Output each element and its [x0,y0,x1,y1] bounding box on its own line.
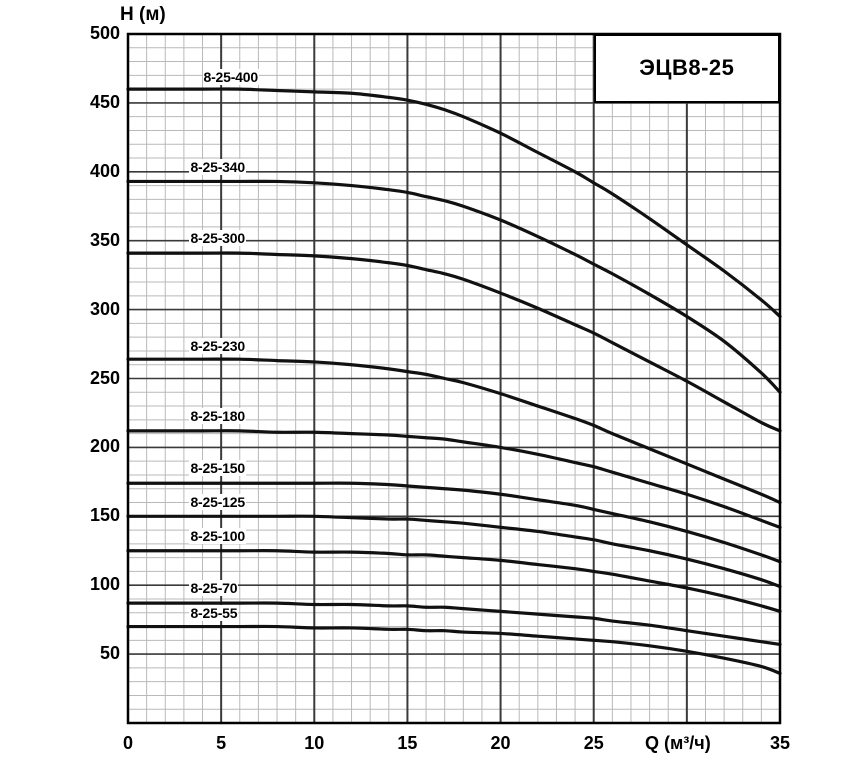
curve-8-25-400 [126,87,782,319]
curve-label-8-25-125: 8-25-125 [189,493,246,510]
curve-label-8-25-230: 8-25-230 [189,337,246,354]
title-box: ЭЦВ8-25 [593,34,780,103]
curve-8-25-125 [126,514,782,589]
title-box-label: ЭЦВ8-25 [639,55,735,81]
curve-8-25-150 [126,481,782,564]
y-tick-250: 250 [89,367,120,388]
y-tick-200: 200 [89,436,120,457]
curve-label-8-25-100: 8-25-100 [189,527,246,544]
y-tick-100: 100 [89,574,120,595]
x-tick-0: 0 [122,733,133,753]
curve-series-group [126,87,782,675]
y-axis-title: H (м) [120,4,166,25]
x-tick-5: 5 [216,733,227,753]
plot-frame [126,32,782,725]
curve-label-8-25-340: 8-25-340 [189,158,246,175]
curve-label-8-25-180: 8-25-180 [189,408,246,425]
y-tick-400: 400 [89,160,120,181]
curve-8-25-70 [126,601,782,647]
y-tick-50: 50 [99,643,120,664]
curve-label-8-25-300: 8-25-300 [189,230,246,247]
curve-label-8-25-150: 8-25-150 [189,460,246,477]
x-axis-title: Q (м³/ч) [645,733,711,753]
x-tick-15: 15 [397,733,418,753]
curve-8-25-300 [126,251,782,433]
curve-label-8-25-70: 8-25-70 [189,580,239,597]
curve-8-25-55 [126,624,782,675]
curve-label-8-25-55: 8-25-55 [189,605,239,622]
curve-8-25-340 [126,179,782,394]
y-tick-500: 500 [89,23,120,43]
y-tick-300: 300 [89,298,120,319]
x-tick-20: 20 [490,733,511,753]
curve-8-25-100 [126,549,782,613]
x-tick-35: 35 [769,733,791,753]
y-tick-150: 150 [89,505,120,526]
y-tick-350: 350 [89,229,120,250]
curve-8-25-230 [126,357,782,505]
curve-8-25-180 [126,429,782,529]
curve-label-8-25-400: 8-25-400 [202,69,259,86]
x-tick-10: 10 [304,733,325,753]
y-tick-450: 450 [89,91,120,112]
x-tick-25: 25 [583,733,604,753]
